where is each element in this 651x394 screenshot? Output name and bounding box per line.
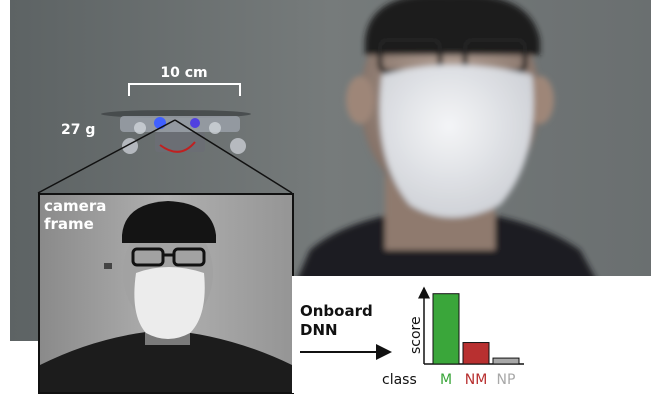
score-bar-chart: score class M NM NP xyxy=(300,286,524,388)
bars-group xyxy=(432,293,520,365)
camera-frame-label: camera frame xyxy=(44,197,106,233)
dnn-label-line2: DNN xyxy=(300,321,338,339)
tick-label-m: M xyxy=(440,372,452,388)
tick-label-np: NP xyxy=(497,372,516,388)
bar-np xyxy=(492,357,520,365)
camera-label-line1: camera xyxy=(44,197,107,215)
x-axis-label: class xyxy=(382,372,417,388)
camera-frame-inset: camera frame xyxy=(38,193,294,394)
bar-m xyxy=(432,293,460,365)
tick-labels-group: M NM NP xyxy=(440,372,516,388)
tick-label-nm: NM xyxy=(465,372,488,388)
bar-nm xyxy=(462,342,490,365)
dnn-output-panel: Onboard DNN score class M NM NP xyxy=(292,276,651,393)
dnn-label-line1: Onboard xyxy=(300,302,373,320)
dnn-label: Onboard DNN xyxy=(300,302,373,340)
camera-label-line2: frame xyxy=(44,215,94,233)
y-axis-label: score xyxy=(408,316,424,354)
camera-frame-image xyxy=(40,195,292,392)
chart-background xyxy=(292,276,535,393)
